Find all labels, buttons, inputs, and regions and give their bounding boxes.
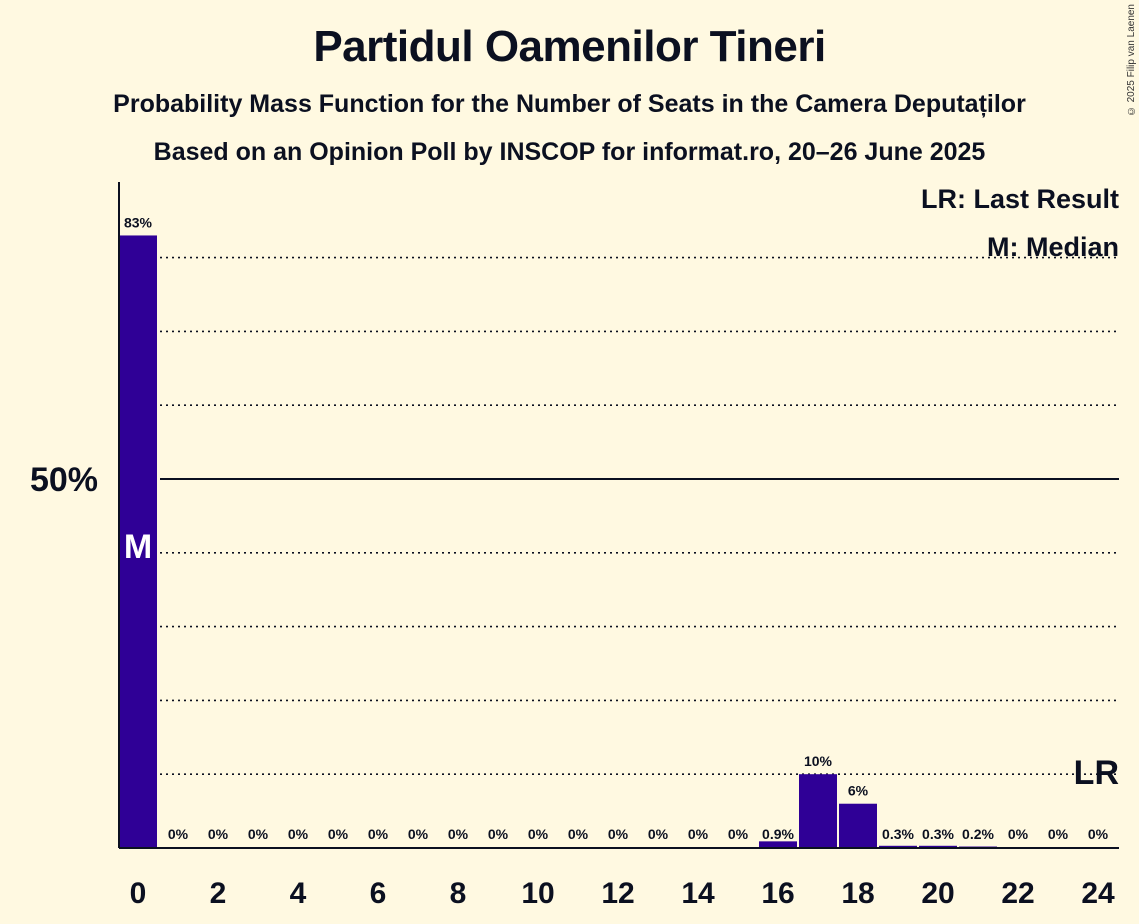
data-label-seat-5: 0%: [328, 826, 349, 842]
data-label-seat-4: 0%: [288, 826, 309, 842]
data-label-seat-15: 0%: [728, 826, 749, 842]
data-label-seat-14: 0%: [688, 826, 709, 842]
data-label-seat-10: 0%: [528, 826, 549, 842]
bar-seat-19: [879, 845, 917, 848]
y-tick-label: 50%: [30, 461, 98, 499]
bar-seat-18: [839, 803, 877, 848]
bar-seat-16: [759, 841, 797, 848]
data-label-seat-2: 0%: [208, 826, 229, 842]
x-tick-label-6: 6: [370, 877, 387, 910]
data-label-seat-22: 0%: [1008, 826, 1029, 842]
x-tick-label-22: 22: [1001, 877, 1034, 910]
x-tick-label-12: 12: [601, 877, 634, 910]
x-tick-label-10: 10: [521, 877, 554, 910]
data-label-seat-19: 0.3%: [882, 826, 914, 842]
data-label-seat-20: 0.3%: [922, 826, 954, 842]
x-tick-label-0: 0: [130, 877, 147, 910]
bar-seat-17: [799, 774, 837, 848]
x-tick-label-20: 20: [921, 877, 954, 910]
chart-source: Based on an Opinion Poll by INSCOP for i…: [153, 138, 986, 166]
x-tick-label-16: 16: [761, 877, 794, 910]
data-label-seat-13: 0%: [648, 826, 669, 842]
data-label-seat-18: 6%: [848, 783, 869, 799]
x-tick-label-4: 4: [290, 877, 307, 910]
data-label-seat-6: 0%: [368, 826, 389, 842]
data-label-seat-3: 0%: [248, 826, 269, 842]
data-label-seat-17: 10%: [804, 753, 833, 769]
data-label-seat-0: 83%: [124, 214, 153, 230]
data-label-seat-9: 0%: [488, 826, 509, 842]
data-label-seat-21: 0.2%: [962, 826, 994, 842]
bar-seat-20: [919, 845, 957, 848]
chart-title: Partidul Oamenilor Tineri: [313, 22, 826, 71]
x-tick-label-18: 18: [841, 877, 874, 910]
data-label-seat-16: 0.9%: [762, 826, 794, 842]
data-label-seat-12: 0%: [608, 826, 629, 842]
bar-seat-0: [119, 235, 157, 848]
data-label-seat-8: 0%: [448, 826, 469, 842]
x-tick-label-8: 8: [450, 877, 467, 910]
data-label-seat-23: 0%: [1048, 826, 1069, 842]
last-result-marker: LR: [1074, 754, 1119, 792]
legend-last-result: LR: Last Result: [920, 184, 1119, 214]
x-tick-label-24: 24: [1081, 877, 1115, 910]
data-label-seat-7: 0%: [408, 826, 429, 842]
x-tick-label-14: 14: [681, 877, 715, 910]
data-label-seat-24: 0%: [1088, 826, 1109, 842]
x-tick-label-2: 2: [210, 877, 227, 910]
data-label-seat-11: 0%: [568, 826, 589, 842]
median-marker: M: [124, 528, 152, 566]
chart-subtitle: Probability Mass Function for the Number…: [113, 90, 1026, 118]
data-label-seat-1: 0%: [168, 826, 189, 842]
